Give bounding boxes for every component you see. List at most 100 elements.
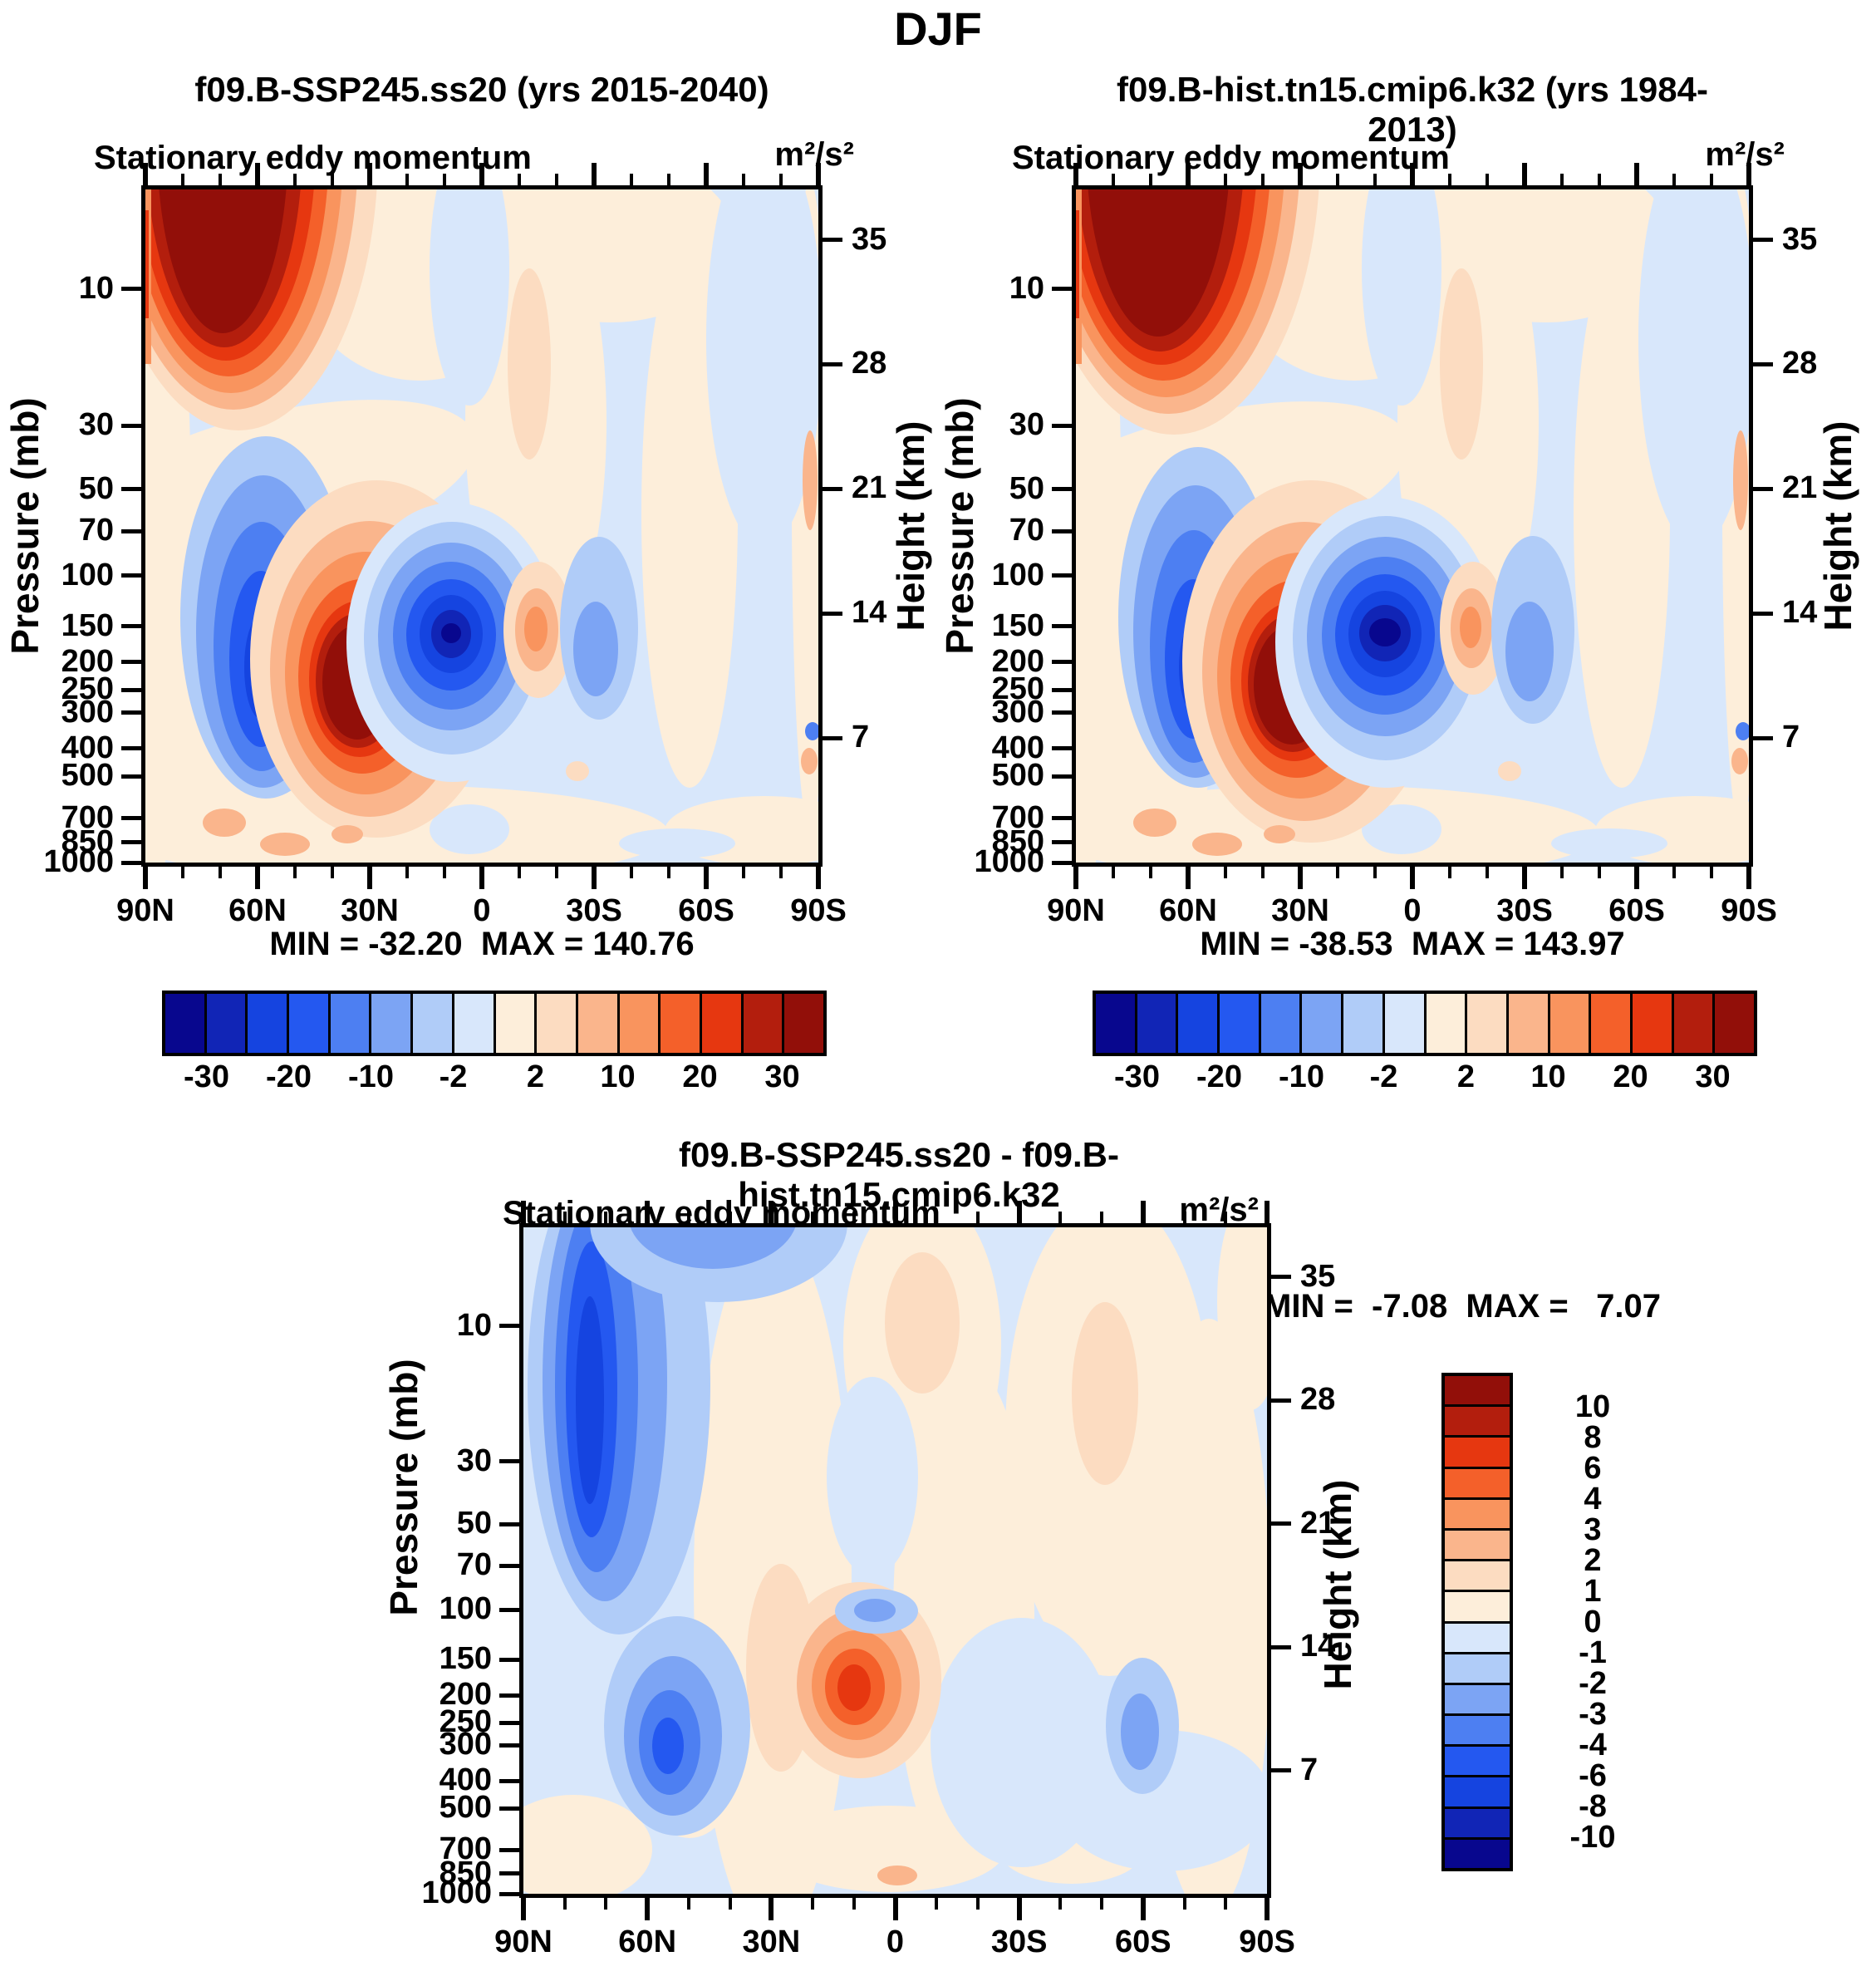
- lat-tick-top: [331, 174, 334, 185]
- pressure-tick-label: 70: [456, 1547, 492, 1583]
- pressure-tick: [499, 1720, 519, 1725]
- pressure-tick-label: 50: [456, 1506, 492, 1541]
- colorbar-cell: [1445, 1651, 1510, 1683]
- lat-tick-bottom: [1672, 867, 1676, 878]
- lat-tick-bottom: [1149, 867, 1152, 878]
- pressure-tick: [499, 1693, 519, 1698]
- pressure-tick: [121, 423, 141, 428]
- pressure-tick-label: 700: [439, 1831, 492, 1867]
- pressure-tick: [121, 816, 141, 821]
- lat-tick-label: 90N: [494, 1924, 552, 1959]
- colorbar-right: [1093, 990, 1757, 1056]
- lat-tick-bottom: [143, 867, 148, 889]
- blob-nh-stratosphere-positive: [1076, 189, 1319, 435]
- pressure-tick-label: 400: [991, 730, 1044, 765]
- lat-tick-bottom: [592, 867, 597, 889]
- colorbar-cell: [1445, 1376, 1510, 1405]
- lat-tick-label: 30S: [1496, 893, 1553, 928]
- pressure-tick: [1052, 687, 1072, 692]
- pressure-tick: [121, 528, 141, 533]
- blob-60s-negative: [1106, 1658, 1179, 1794]
- lat-tick-bottom: [892, 1898, 898, 1920]
- colorbar-cell: [493, 994, 535, 1053]
- colorbar-tick-label: -2: [439, 1059, 468, 1094]
- lat-tick-top: [219, 174, 222, 185]
- lat-tick-top: [518, 174, 521, 185]
- height-tick: [1271, 1275, 1291, 1280]
- lat-tick-top: [1224, 174, 1227, 185]
- lat-tick-top: [1672, 174, 1676, 185]
- lat-tick-label: 0: [473, 893, 491, 928]
- lat-tick-top: [769, 1201, 774, 1223]
- colorbar-cell: [1629, 994, 1672, 1053]
- lat-tick-top: [1261, 174, 1265, 185]
- colorbar-cell: [1134, 994, 1176, 1053]
- colorbar-tick-label: 10: [1574, 1389, 1611, 1424]
- pressure-tick: [499, 1563, 519, 1568]
- pressure-tick: [121, 840, 141, 845]
- height-tick: [1271, 1398, 1291, 1403]
- lat-tick-top: [479, 163, 484, 185]
- lat-tick-top: [1149, 174, 1152, 185]
- panel-left-subtitle: Stationary eddy momentum: [94, 140, 532, 176]
- height-tick: [1753, 238, 1773, 242]
- pressure-tick: [121, 860, 141, 865]
- lat-tick-top: [1710, 174, 1713, 185]
- lat-tick-top: [1073, 163, 1078, 185]
- colorbar-tick-label: 4: [1584, 1482, 1602, 1516]
- pressure-tick: [121, 573, 141, 578]
- lat-tick-label: 30S: [990, 1924, 1048, 1959]
- lat-tick-top: [592, 163, 597, 185]
- pressure-tick: [499, 1743, 519, 1748]
- blob-30s-negative: [1491, 536, 1574, 724]
- lat-tick-top: [852, 1212, 856, 1223]
- pressure-tick: [121, 660, 141, 665]
- colorbar-tick-label: 0: [1584, 1605, 1602, 1639]
- colorbar-cell: [1589, 994, 1630, 1053]
- height-tick-label: 14: [852, 595, 887, 631]
- lat-tick-top: [1598, 174, 1601, 185]
- colorbar-tick-label: -6: [1579, 1758, 1607, 1793]
- pressure-tick: [121, 687, 141, 692]
- height-tick: [823, 735, 842, 740]
- lat-tick-bottom: [686, 1898, 690, 1910]
- lat-tick-label: 90S: [1721, 893, 1777, 928]
- lat-tick-label: 30S: [566, 893, 622, 928]
- lat-tick-bottom: [405, 867, 409, 878]
- lat-tick-label: 60S: [1115, 1924, 1171, 1959]
- pressure-tick: [1052, 710, 1072, 715]
- lat-tick-bottom: [1265, 1898, 1269, 1920]
- colorbar-cell: [1096, 994, 1135, 1053]
- pressure-tick-label: 200: [61, 643, 114, 679]
- pressure-tick: [1052, 840, 1072, 845]
- lat-tick-top: [892, 1201, 898, 1223]
- colorbar-cell: [575, 994, 617, 1053]
- colorbar-cell: [287, 994, 328, 1053]
- pressure-tick-label: 300: [61, 694, 114, 730]
- lat-tick-bottom: [443, 867, 446, 878]
- pressure-tick: [1052, 774, 1072, 779]
- colorbar-tick-label: -10: [1279, 1059, 1324, 1094]
- colorbar-tick-label: -30: [184, 1059, 229, 1094]
- colorbar-cell: [1445, 1559, 1510, 1590]
- lat-tick-bottom: [479, 867, 484, 889]
- pressure-tick: [499, 1657, 519, 1662]
- colorbar-tick-label: -30: [1114, 1059, 1160, 1094]
- pressure-tick: [499, 1521, 519, 1526]
- pressure-tick-label: 300: [439, 1727, 492, 1762]
- pressure-tick-label: 1000: [43, 844, 114, 879]
- pressure-tick-label: 30: [456, 1443, 492, 1478]
- lat-tick-bottom: [667, 867, 670, 878]
- colorbar-cell: [1445, 1590, 1510, 1621]
- height-tick-label: 21: [1782, 470, 1818, 506]
- lat-tick-label: 90N: [116, 893, 174, 928]
- lat-tick-bottom: [367, 867, 372, 889]
- pressure-tick-label: 250: [439, 1704, 492, 1740]
- lat-tick-bottom: [219, 867, 222, 878]
- lat-tick-bottom: [555, 867, 558, 878]
- lat-tick-top: [686, 1212, 690, 1223]
- lat-tick-bottom: [1448, 867, 1451, 878]
- blob-15s-positive: [503, 562, 573, 698]
- lat-tick-top: [555, 174, 558, 185]
